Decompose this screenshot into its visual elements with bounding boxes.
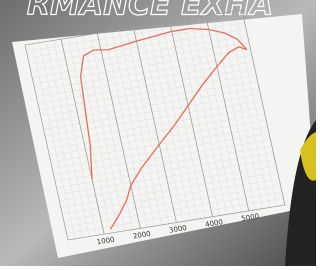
photo: RMANCE EXHA 10002000300040005000 xyxy=(0,0,316,266)
plot: 10002000300040005000 xyxy=(25,10,287,251)
